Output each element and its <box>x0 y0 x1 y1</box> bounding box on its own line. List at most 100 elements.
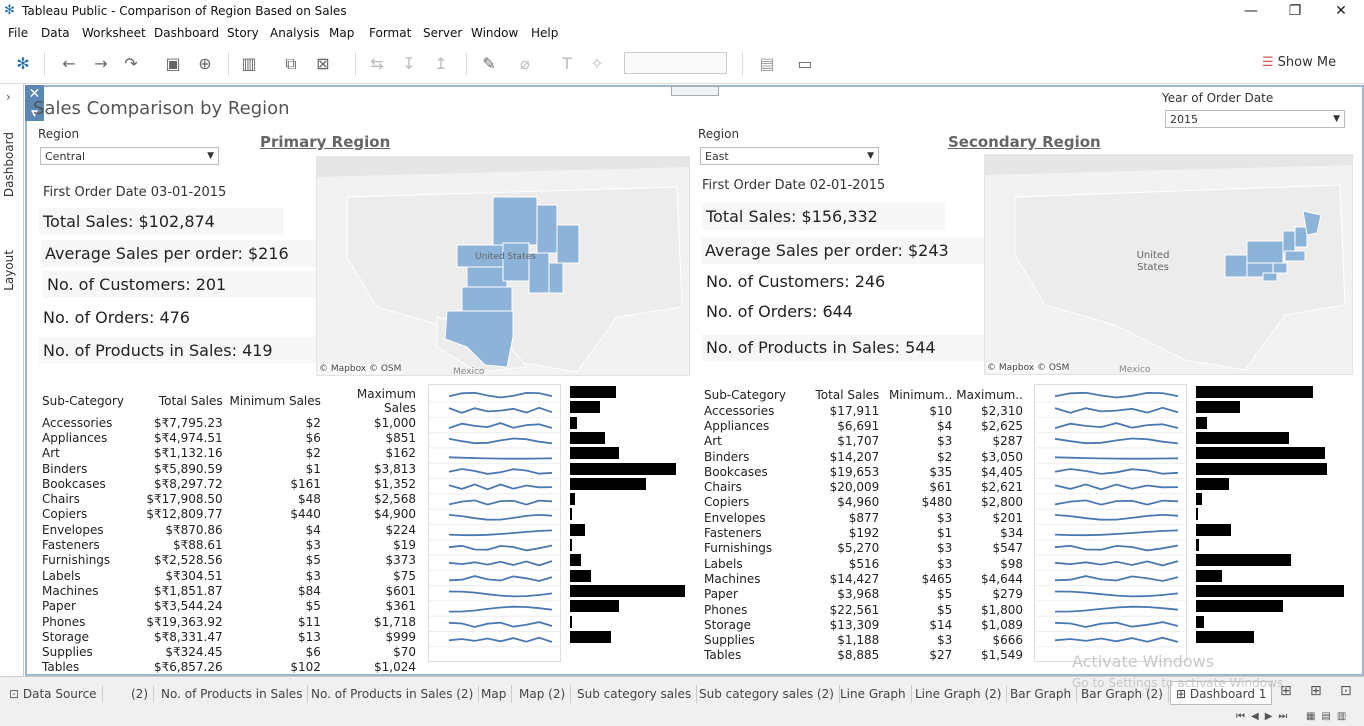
highlight-icon[interactable]: ✎ <box>482 54 496 73</box>
bar-mark[interactable] <box>570 431 605 444</box>
maximize-icon[interactable]: ❐ <box>1288 3 1302 19</box>
primary-map[interactable]: © Mapbox © OSM United States Mexico <box>316 156 690 376</box>
new-dashboard-tab-icon[interactable]: ⊞ <box>1310 683 1322 699</box>
new-worksheet-icon[interactable]: ▥ <box>241 54 257 73</box>
secondary-sparkline-svg <box>1035 391 1188 648</box>
sheet-tab[interactable]: Line Graph (2) <box>910 685 1008 703</box>
bar-mark[interactable] <box>1196 447 1325 460</box>
sheet-tab[interactable]: Sub category sales (2) <box>694 685 840 703</box>
bar-mark[interactable] <box>1196 431 1290 444</box>
label-icon[interactable]: T <box>562 54 572 73</box>
close-window-icon[interactable]: ✕ <box>1335 3 1347 19</box>
pin-icon[interactable]: ✧ <box>590 54 604 73</box>
sheet-tab[interactable]: Bar Graph <box>1005 685 1078 703</box>
table-row: Furnishings $5,270 $3 $547 <box>702 541 1025 556</box>
menu-format[interactable]: Format <box>369 26 412 40</box>
menu-file[interactable]: File <box>8 26 29 40</box>
bar-mark[interactable] <box>570 477 647 490</box>
menu-help[interactable]: Help <box>531 26 559 40</box>
bar-mark[interactable] <box>1196 584 1344 597</box>
presentation-icon[interactable]: ▭ <box>797 54 813 73</box>
bar-mark[interactable] <box>1196 386 1314 398</box>
bar-mark[interactable] <box>1196 615 1204 628</box>
new-story-tab-icon[interactable]: ⊡ <box>1340 683 1352 699</box>
menu-worksheet[interactable]: Worksheet <box>82 26 146 40</box>
group-icon[interactable]: ⌀ <box>520 54 530 73</box>
sort-ascending-icon[interactable]: ↧ <box>402 54 416 73</box>
bar-mark[interactable] <box>570 401 600 414</box>
bar-mark[interactable] <box>1196 416 1208 429</box>
bar-mark[interactable] <box>1196 493 1202 506</box>
primary-region-dropdown[interactable]: Central ▼ <box>40 147 219 165</box>
sheet-tab[interactable]: Sub category sales <box>572 685 698 703</box>
secondary-map[interactable]: © Mapbox © OSM United States Mexico <box>984 154 1353 375</box>
menu-story[interactable]: Story <box>227 26 259 40</box>
bar-mark[interactable] <box>1196 539 1200 551</box>
sparkline <box>1054 483 1179 491</box>
menu-dashboard[interactable]: Dashboard <box>154 26 220 40</box>
bar-mark[interactable] <box>570 569 592 582</box>
sheet-tab[interactable]: Line Graph <box>835 685 912 703</box>
save-icon[interactable]: ▣ <box>165 54 181 73</box>
view-mode-icons[interactable]: ▦▤▥ <box>1306 711 1353 722</box>
sheet-navigation-icons[interactable]: ⏮◀▶⏭ <box>1236 711 1294 722</box>
sheet-tab-active[interactable]: ⊞ Dashboard 1 <box>1170 681 1273 705</box>
bar-mark[interactable] <box>570 386 617 398</box>
sheet-tab[interactable]: No. of Products in Sales (2) <box>306 685 480 703</box>
duplicate-sheet-icon[interactable]: ⧉ <box>285 54 297 73</box>
bar-mark[interactable] <box>570 416 577 429</box>
tab-layout[interactable]: Layout <box>2 250 16 291</box>
tableau-home-icon[interactable]: ✻ <box>16 54 30 73</box>
tab-dashboard[interactable]: Dashboard <box>2 132 16 198</box>
clear-sheet-icon[interactable]: ⊠ <box>316 54 330 73</box>
sheet-tab[interactable]: (2) <box>126 685 154 703</box>
bar-mark[interactable] <box>570 554 581 567</box>
sort-descending-icon[interactable]: ↥ <box>434 54 448 73</box>
year-filter-dropdown[interactable]: 2015 ▼ <box>1165 110 1345 128</box>
bar-mark[interactable] <box>570 462 677 475</box>
menu-analysis[interactable]: Analysis <box>270 26 320 40</box>
bar-mark[interactable] <box>570 523 586 536</box>
bar-mark[interactable] <box>1196 630 1255 643</box>
bar-mark[interactable] <box>570 447 620 460</box>
menu-window[interactable]: Window <box>471 26 519 40</box>
bar-mark[interactable] <box>1196 600 1284 613</box>
show-me-button[interactable]: ☰ Show Me <box>1262 55 1337 70</box>
bar-mark[interactable] <box>1196 462 1328 475</box>
menu-map[interactable]: Map <box>329 26 355 40</box>
undo-icon[interactable]: ← <box>62 54 76 73</box>
tab-data-source[interactable]: ⊡ Data Source <box>4 685 103 703</box>
bar-mark[interactable] <box>1196 554 1291 567</box>
bar-mark[interactable] <box>1196 569 1223 582</box>
redo-icon[interactable]: → <box>94 54 108 73</box>
menu-server[interactable]: Server <box>423 26 463 40</box>
bar-mark[interactable] <box>1196 508 1198 521</box>
minimize-icon[interactable]: — <box>1244 3 1258 19</box>
new-worksheet-tab-icon[interactable]: ⊞ <box>1280 683 1292 699</box>
bar-mark[interactable] <box>1196 523 1231 536</box>
sheet-tab[interactable]: No. of Products in Sales <box>156 685 309 703</box>
bar-mark[interactable] <box>570 615 572 628</box>
sheet-tab[interactable]: Map <box>476 685 513 703</box>
drag-handle[interactable] <box>671 86 719 96</box>
new-datasource-icon[interactable]: ⊕ <box>198 54 212 73</box>
sheet-tab[interactable]: Bar Graph (2) <box>1076 685 1169 703</box>
sheet-tab[interactable]: Map (2) <box>514 685 572 703</box>
fit-dropdown[interactable] <box>624 52 727 74</box>
replay-icon[interactable]: ↷ <box>124 54 138 73</box>
bar-mark[interactable] <box>570 600 620 613</box>
secondary-region-dropdown[interactable]: East ▼ <box>700 147 879 165</box>
bar-mark[interactable] <box>570 539 572 551</box>
menu-data[interactable]: Data <box>41 26 70 40</box>
bar-mark[interactable] <box>1196 477 1229 490</box>
fit-icon[interactable]: ▤ <box>759 54 775 73</box>
bar-mark[interactable] <box>570 584 685 597</box>
bar-mark[interactable] <box>570 493 576 506</box>
bar-mark[interactable] <box>570 508 572 521</box>
bar-mark[interactable] <box>570 630 611 643</box>
swap-icon[interactable]: ⇆ <box>370 54 384 73</box>
bar-mark[interactable] <box>1196 401 1240 414</box>
close-object-button[interactable]: ✕ ▼ <box>25 85 44 121</box>
expand-icon[interactable]: › <box>6 90 11 104</box>
chevron-down-icon: ▼ <box>207 151 214 161</box>
